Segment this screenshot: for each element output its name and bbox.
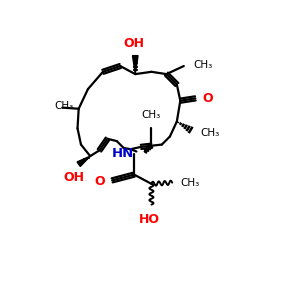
- Text: CH₃: CH₃: [200, 128, 219, 138]
- Text: HN: HN: [112, 147, 134, 160]
- Text: CH₃: CH₃: [193, 60, 212, 70]
- Text: CH₃: CH₃: [142, 110, 161, 120]
- Text: CH₃: CH₃: [54, 101, 73, 112]
- Polygon shape: [133, 56, 138, 74]
- Text: CH₃: CH₃: [180, 178, 200, 188]
- Text: OH: OH: [64, 171, 85, 184]
- Text: O: O: [94, 175, 105, 188]
- Text: HO: HO: [139, 213, 160, 226]
- Polygon shape: [77, 156, 90, 166]
- Text: O: O: [202, 92, 213, 105]
- Text: OH: OH: [124, 37, 145, 50]
